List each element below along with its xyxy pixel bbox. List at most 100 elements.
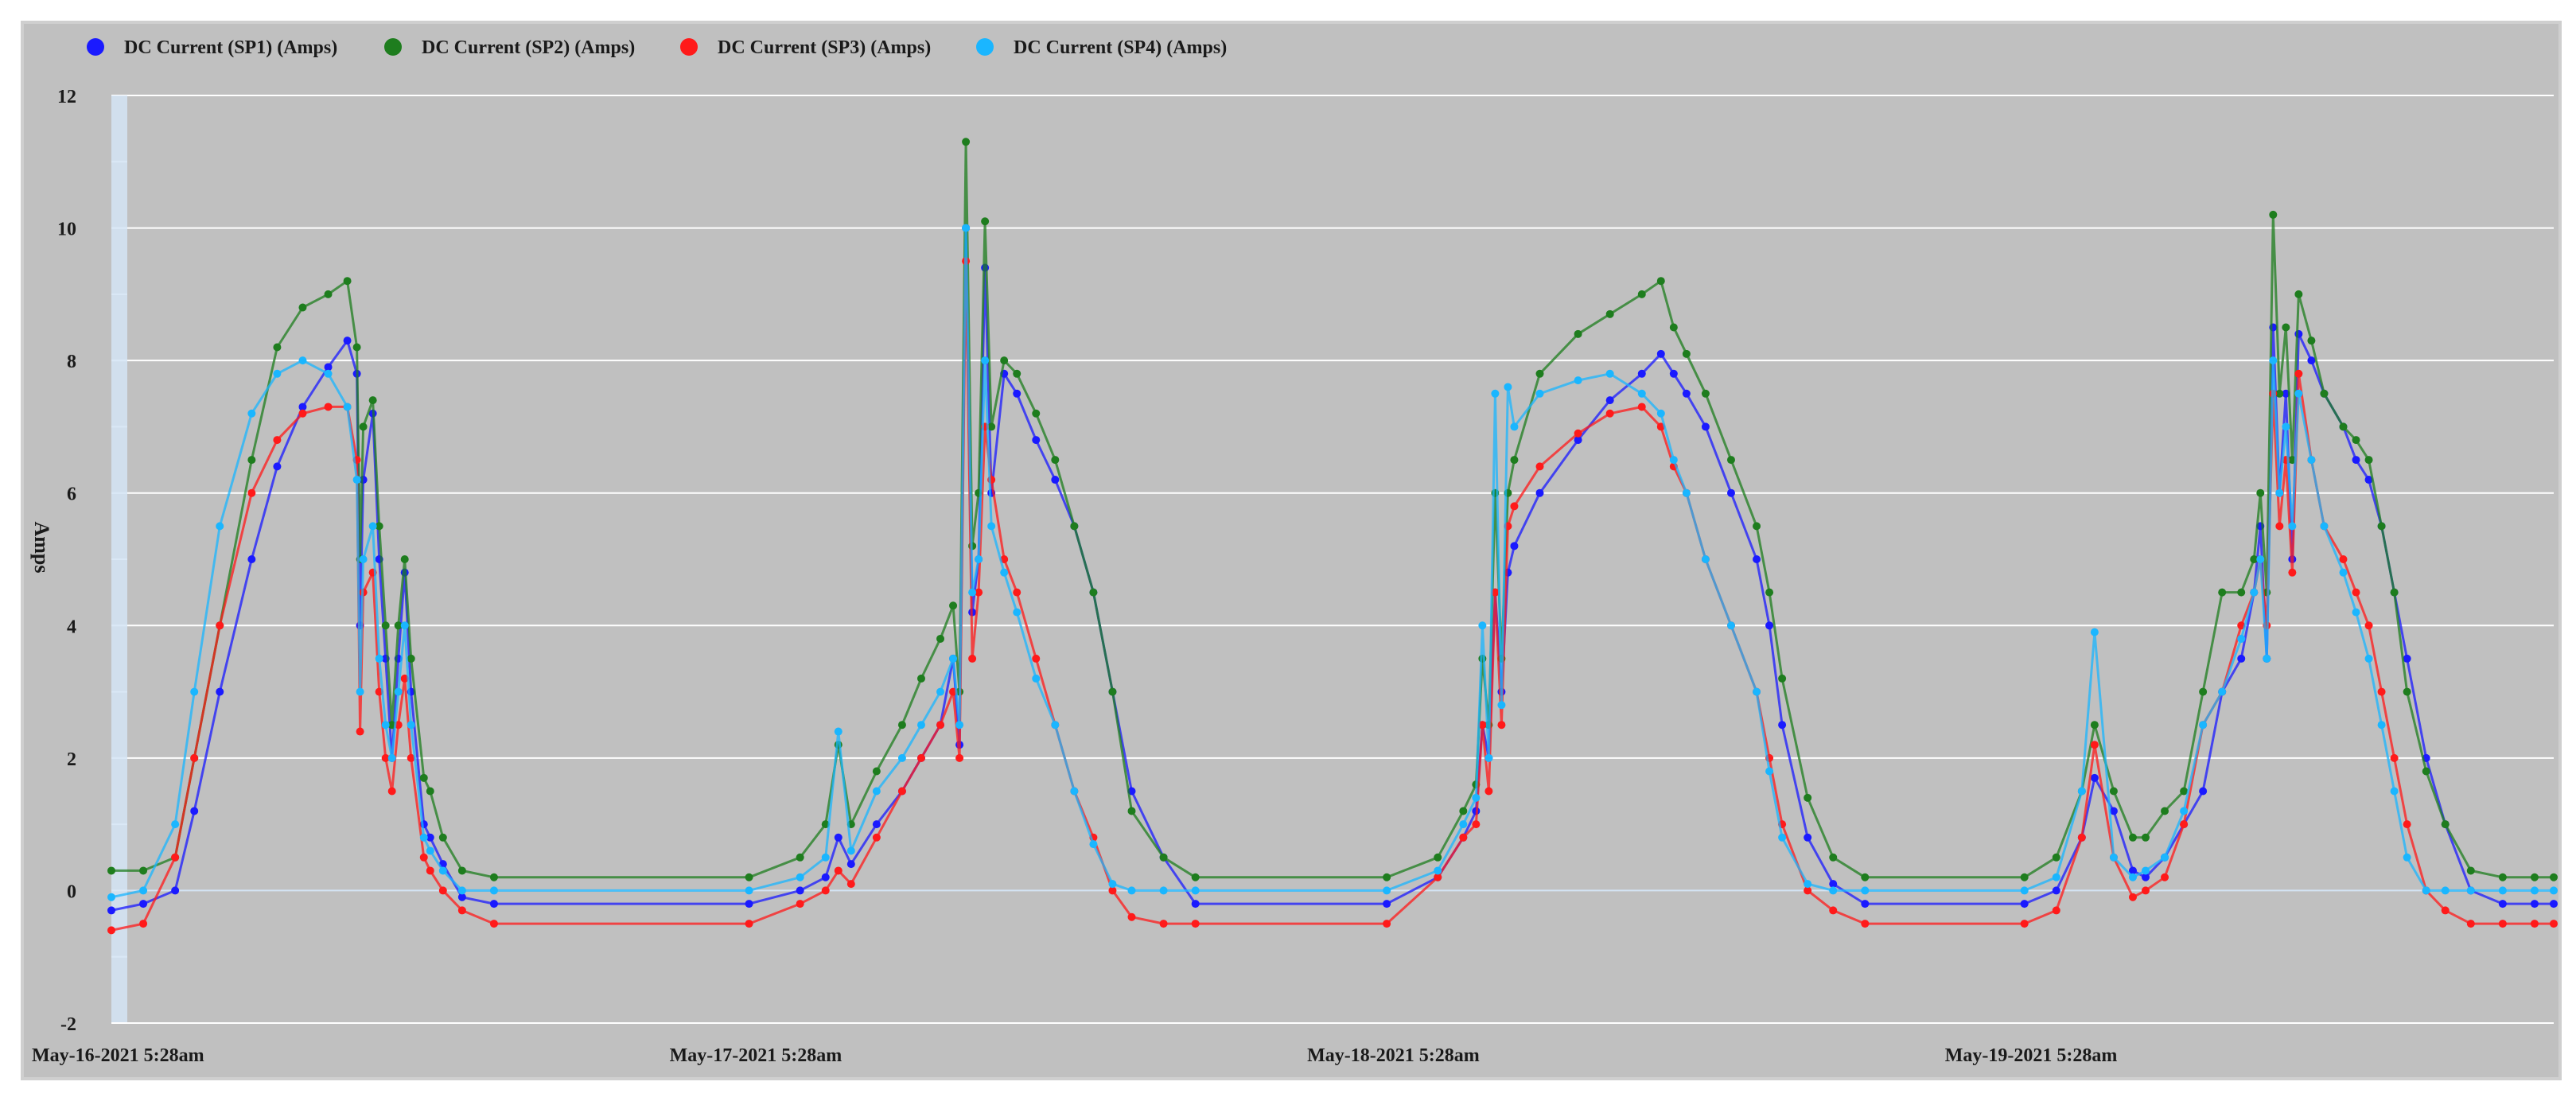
data-point xyxy=(1032,436,1041,445)
data-point xyxy=(1497,721,1506,730)
y-axis-title: Amps xyxy=(30,521,53,573)
data-point xyxy=(171,886,180,895)
data-point xyxy=(1510,542,1519,551)
data-point xyxy=(2352,436,2360,445)
data-point xyxy=(897,753,906,762)
data-point xyxy=(2237,588,2246,597)
data-point xyxy=(419,773,428,782)
data-point xyxy=(1669,369,1678,378)
data-point xyxy=(897,721,906,730)
data-point xyxy=(1459,833,1468,842)
data-point xyxy=(2498,920,2507,928)
data-point xyxy=(2128,893,2137,901)
data-point xyxy=(407,654,415,663)
data-point xyxy=(426,787,434,796)
data-point xyxy=(2390,787,2399,796)
data-point xyxy=(821,873,830,881)
data-point xyxy=(381,721,390,730)
data-point xyxy=(400,674,409,683)
data-point xyxy=(1574,329,1582,338)
data-point xyxy=(2237,654,2246,663)
data-point xyxy=(1574,436,1582,445)
data-point xyxy=(356,687,364,696)
data-point xyxy=(1637,389,1646,398)
data-point xyxy=(2466,886,2475,895)
data-point xyxy=(1753,687,1761,696)
legend-item[interactable]: DC Current (SP4) (Amps) xyxy=(976,37,1227,58)
data-point xyxy=(359,422,368,431)
data-point xyxy=(2141,873,2150,881)
data-point xyxy=(2199,687,2208,696)
data-point xyxy=(1013,389,1021,398)
data-point xyxy=(1108,687,1117,696)
data-point xyxy=(2288,568,2297,577)
data-point xyxy=(247,456,256,465)
data-point xyxy=(216,522,224,531)
data-point xyxy=(1861,900,1870,909)
data-point xyxy=(1637,403,1646,411)
data-point xyxy=(1108,880,1117,889)
data-point xyxy=(2109,853,2118,862)
legend-item[interactable]: DC Current (SP3) (Amps) xyxy=(680,37,931,58)
data-point xyxy=(2307,356,2316,365)
data-point xyxy=(407,721,415,730)
data-point xyxy=(1472,793,1481,802)
data-point xyxy=(1605,369,1614,378)
data-point xyxy=(190,753,199,762)
series-layer xyxy=(107,138,2558,935)
data-point xyxy=(872,767,881,776)
data-point xyxy=(1701,389,1710,398)
data-point xyxy=(2377,522,2386,531)
data-point xyxy=(1485,787,1493,796)
y-tick-label: 6 xyxy=(67,484,76,505)
data-point xyxy=(2020,886,2029,895)
data-point xyxy=(1829,880,1838,889)
data-point xyxy=(1535,488,1544,497)
data-point xyxy=(1701,422,1710,431)
data-point xyxy=(1682,349,1691,358)
data-point xyxy=(368,396,377,405)
data-point xyxy=(2352,588,2360,597)
data-point xyxy=(139,900,148,909)
data-point xyxy=(1669,323,1678,332)
data-point xyxy=(1637,369,1646,378)
data-point xyxy=(2282,323,2290,332)
data-point xyxy=(298,303,307,312)
data-point xyxy=(1434,873,1442,881)
data-point xyxy=(419,833,428,842)
data-point xyxy=(796,900,804,909)
data-point xyxy=(1127,886,1136,895)
legend-item[interactable]: DC Current (SP1) (Amps) xyxy=(87,37,337,58)
data-point xyxy=(2275,389,2284,398)
data-point xyxy=(987,422,996,431)
data-point xyxy=(745,886,753,895)
data-point xyxy=(846,846,855,855)
data-point xyxy=(400,621,409,630)
data-point xyxy=(2256,488,2265,497)
x-tick-label: May-19-2021 5:28am xyxy=(1945,1045,2118,1066)
data-point xyxy=(1861,886,1870,895)
data-point xyxy=(2377,687,2386,696)
data-point xyxy=(2275,522,2284,531)
data-point xyxy=(387,753,396,762)
data-point xyxy=(1159,853,1168,862)
data-point xyxy=(352,476,361,484)
legend-item[interactable]: DC Current (SP2) (Amps) xyxy=(384,37,635,58)
data-point xyxy=(457,886,466,895)
data-point xyxy=(419,853,428,862)
data-point xyxy=(821,886,830,895)
data-point xyxy=(2052,853,2060,862)
data-point xyxy=(1682,389,1691,398)
legend-label: DC Current (SP1) (Amps) xyxy=(124,37,337,58)
data-point xyxy=(2109,787,2118,796)
data-point xyxy=(394,687,403,696)
data-point xyxy=(975,555,983,563)
data-point xyxy=(426,866,434,875)
data-point xyxy=(1504,383,1512,391)
data-point xyxy=(2141,833,2150,842)
data-point xyxy=(2339,568,2348,577)
data-point xyxy=(375,522,383,531)
data-point xyxy=(107,866,115,875)
data-point xyxy=(2052,873,2060,881)
data-point xyxy=(343,277,352,286)
